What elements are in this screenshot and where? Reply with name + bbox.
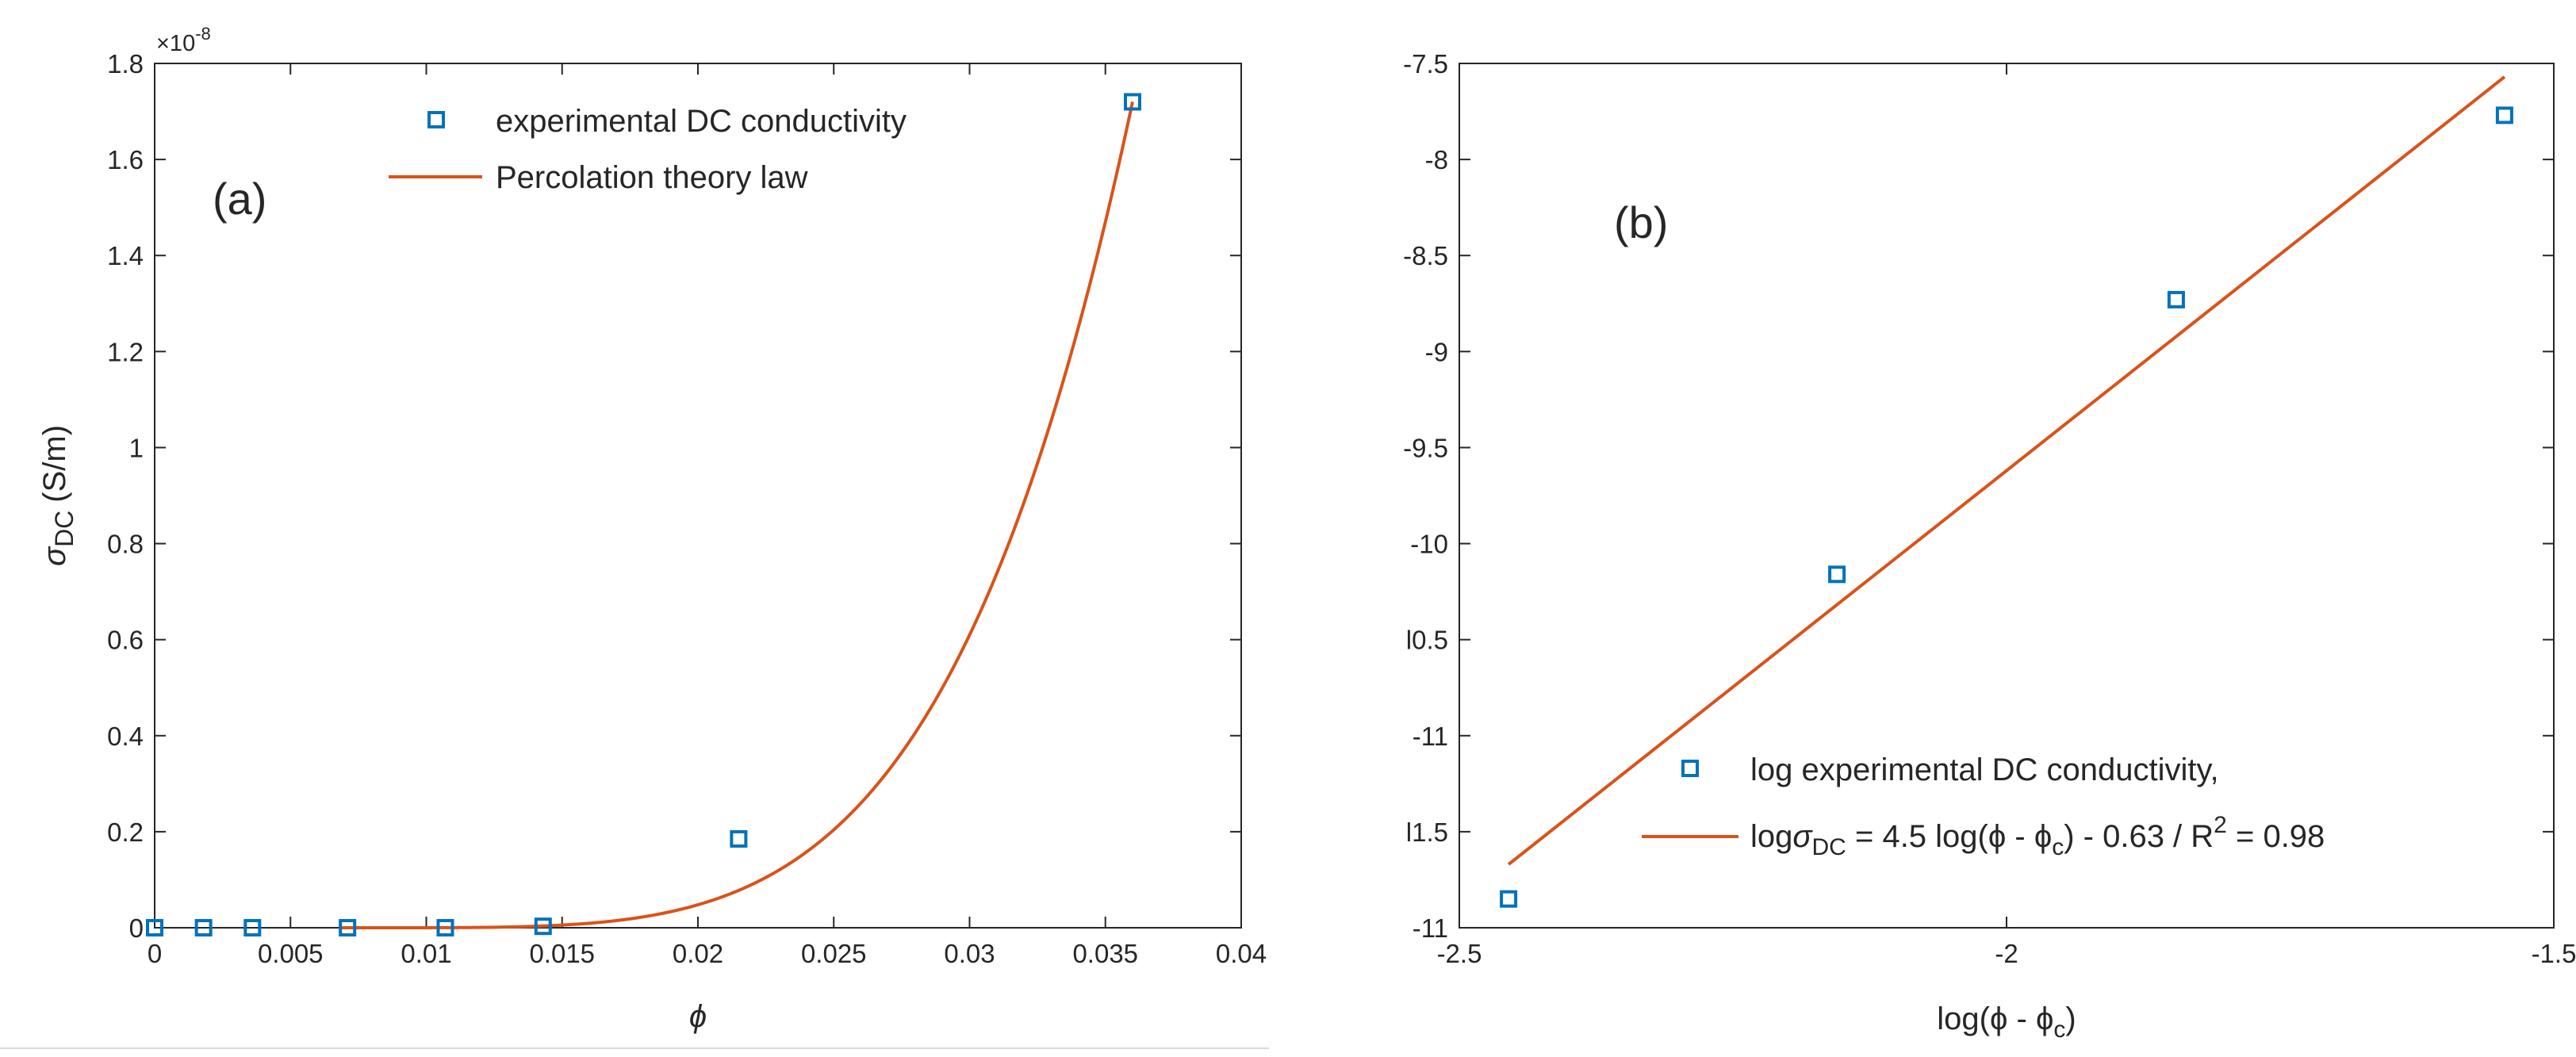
panel-a-exponent-multiplier: ×10-8 <box>156 24 211 56</box>
y-tick-label: l1.5 <box>1406 818 1448 847</box>
y-tick-label: -9 <box>1425 337 1448 366</box>
x-tick-label: 0.03 <box>944 939 995 968</box>
panel-b-x-axis-label: log(ϕ - ϕc) <box>1937 1001 2076 1043</box>
panel-a-percolation-curve <box>340 101 1134 929</box>
panel-a-axes-box <box>154 63 1242 929</box>
x-tick-label: -2 <box>1995 939 2018 968</box>
x-tick-label: 0.005 <box>258 939 324 968</box>
panel-a-y-ticks: 0 0.2 0.4 0.6 0.8 1 1.2 1.4 1.6 1.8 <box>107 49 1241 943</box>
panel-b-y-ticks: -7.5 -8 -8.5 -9 -9.5 -10 l0.5 -11 l1.5 -11 <box>1403 49 2554 943</box>
data-point <box>146 919 163 936</box>
panel-a-y-axis-label: σDC(S/m) <box>37 425 79 566</box>
x-tick-label: 0.035 <box>1072 939 1138 968</box>
data-point <box>1828 565 1846 584</box>
panel-b-fit-line <box>1507 75 2506 866</box>
x-tick-label: 0.015 <box>529 939 595 968</box>
panel-b-label: (b) <box>1614 197 1668 247</box>
panel-b-x-ticks: -2.5 -2 -1.5 <box>1437 63 2576 968</box>
y-tick-label: l0.5 <box>1406 626 1448 655</box>
legend-a-line-label: Percolation theory law <box>496 160 808 195</box>
y-tick-label: -8 <box>1425 145 1448 174</box>
y-tick-label: 0.2 <box>107 818 144 847</box>
panel-a-x-axis-label: ϕ <box>689 999 707 1034</box>
data-point <box>339 919 357 936</box>
y-tick-label: 1.8 <box>107 49 144 79</box>
legend-a-markers-label: experimental DC conductivity <box>496 104 907 139</box>
panel-b-chart: -2.5 -2 -1.5 -7.5 -8 -8.5 -9 -9.5 -10 l0.5 -11 l1.… <box>1403 49 2576 1043</box>
y-tick-label: 0.4 <box>107 722 144 751</box>
x-tick-label: 0.025 <box>801 939 867 968</box>
data-point <box>2495 106 2513 124</box>
data-point <box>1124 93 1141 111</box>
data-point <box>243 919 262 936</box>
y-tick-label: -9.5 <box>1403 433 1448 462</box>
panel-a-legend: experimental DC conductivity Percolation… <box>389 104 907 195</box>
y-tick-label: 0 <box>129 913 144 943</box>
y-tick-label: 1.2 <box>107 337 144 366</box>
x-tick-label: 0.02 <box>673 939 723 968</box>
y-tick-label: 0.8 <box>107 530 144 559</box>
data-point <box>436 919 454 936</box>
panel-b-data-markers <box>1500 106 2513 908</box>
panel-a-data-markers <box>146 93 1141 936</box>
data-point <box>194 919 213 936</box>
x-tick-label: 0.01 <box>401 939 451 968</box>
x-tick-label: -2.5 <box>1437 939 1482 968</box>
legend-b-line-label: logσDC = 4.5 log(ϕ - ϕc) - 0.63 / R2 = 0… <box>1750 812 2325 860</box>
data-point <box>730 829 748 848</box>
panel-a-chart: 0 0.005 0.01 0.015 0.02 0.025 0.03 0.035 0.04 00… <box>37 24 1267 1034</box>
y-tick-label: -8.5 <box>1403 241 1448 270</box>
data-point <box>2167 290 2185 308</box>
y-tick-label: -11 <box>1413 722 1448 751</box>
y-tick-label: -10 <box>1410 530 1448 559</box>
y-tick-label: 1.4 <box>107 241 144 270</box>
y-tick-label: 1.6 <box>107 145 144 174</box>
y-tick-label: 0.6 <box>107 626 144 655</box>
y-tick-label: -11 <box>1413 913 1448 943</box>
legend-b-markers-label: log experimental DC conductivity, <box>1750 753 2219 787</box>
panel-a-label: (a) <box>213 174 266 224</box>
data-point <box>534 917 552 936</box>
panel-a-x-ticks: 0 0.005 0.01 0.015 0.02 0.025 0.03 0.035 0.04 <box>148 63 1267 968</box>
y-tick-label: -7.5 <box>1403 49 1448 79</box>
x-tick-label: 0 <box>148 939 162 968</box>
x-tick-label: 0.04 <box>1216 939 1267 968</box>
legend-a-marker-icon <box>427 111 445 128</box>
y-tick-label: 1 <box>129 433 144 462</box>
data-point <box>1500 890 1518 908</box>
x-tick-label: -1.5 <box>2532 939 2576 968</box>
legend-b-marker-icon <box>1681 760 1699 777</box>
panel-b-legend: log experimental DC conductivity, logσDC… <box>1642 753 2325 860</box>
panel-b-axes-box <box>1459 63 2555 929</box>
